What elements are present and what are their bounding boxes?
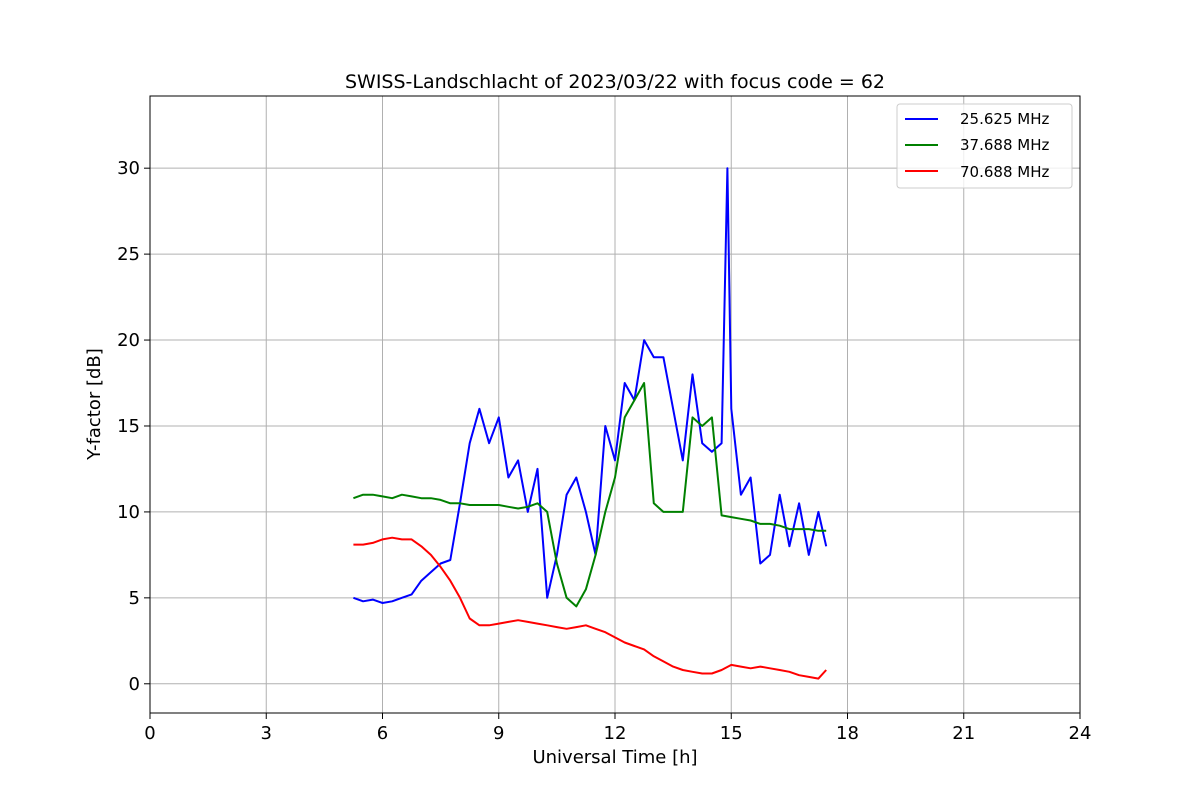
x-tick-label: 0	[144, 723, 155, 744]
y-tick-label: 10	[117, 502, 140, 523]
y-axis-label: Y-factor [dB]	[84, 348, 105, 461]
x-tick-label: 24	[1069, 723, 1092, 744]
y-tick-label: 30	[117, 158, 140, 179]
grid-lines	[149, 96, 1081, 713]
legend-label-37-688: 37.688 MHz	[960, 136, 1049, 154]
series-line-70-688-mhz	[353, 536, 827, 680]
x-tick-label: 6	[377, 723, 388, 744]
x-tick-label: 9	[493, 723, 504, 744]
x-tick-label: 12	[604, 723, 627, 744]
legend-box	[896, 103, 1073, 189]
axis-ticks: 0 3 6 9 12 15 18 21 24 0 5 10 15 20 25 30	[117, 158, 1091, 744]
y-tick-label: 0	[129, 674, 140, 695]
x-tick-label: 15	[720, 723, 743, 744]
x-axis-label: Universal Time [h]	[532, 747, 697, 768]
series-line-25-625-mhz	[353, 167, 828, 604]
legend: 25.625 MHz 37.688 MHz 70.688 MHz	[896, 103, 1073, 189]
x-tick-label: 18	[836, 723, 859, 744]
series-line-37-688-mhz	[353, 382, 827, 608]
y-tick-label: 20	[117, 330, 140, 351]
legend-label-70-688: 70.688 MHz	[960, 163, 1049, 181]
chart-title: SWISS-Landschlacht of 2023/03/22 with fo…	[345, 71, 885, 93]
y-tick-label: 5	[129, 588, 140, 609]
x-tick-label: 3	[261, 723, 272, 744]
legend-label-25-625: 25.625 MHz	[960, 110, 1049, 128]
y-tick-label: 25	[117, 244, 140, 265]
plot-series	[353, 167, 828, 680]
x-tick-label: 21	[952, 723, 975, 744]
y-tick-label: 15	[117, 416, 140, 437]
